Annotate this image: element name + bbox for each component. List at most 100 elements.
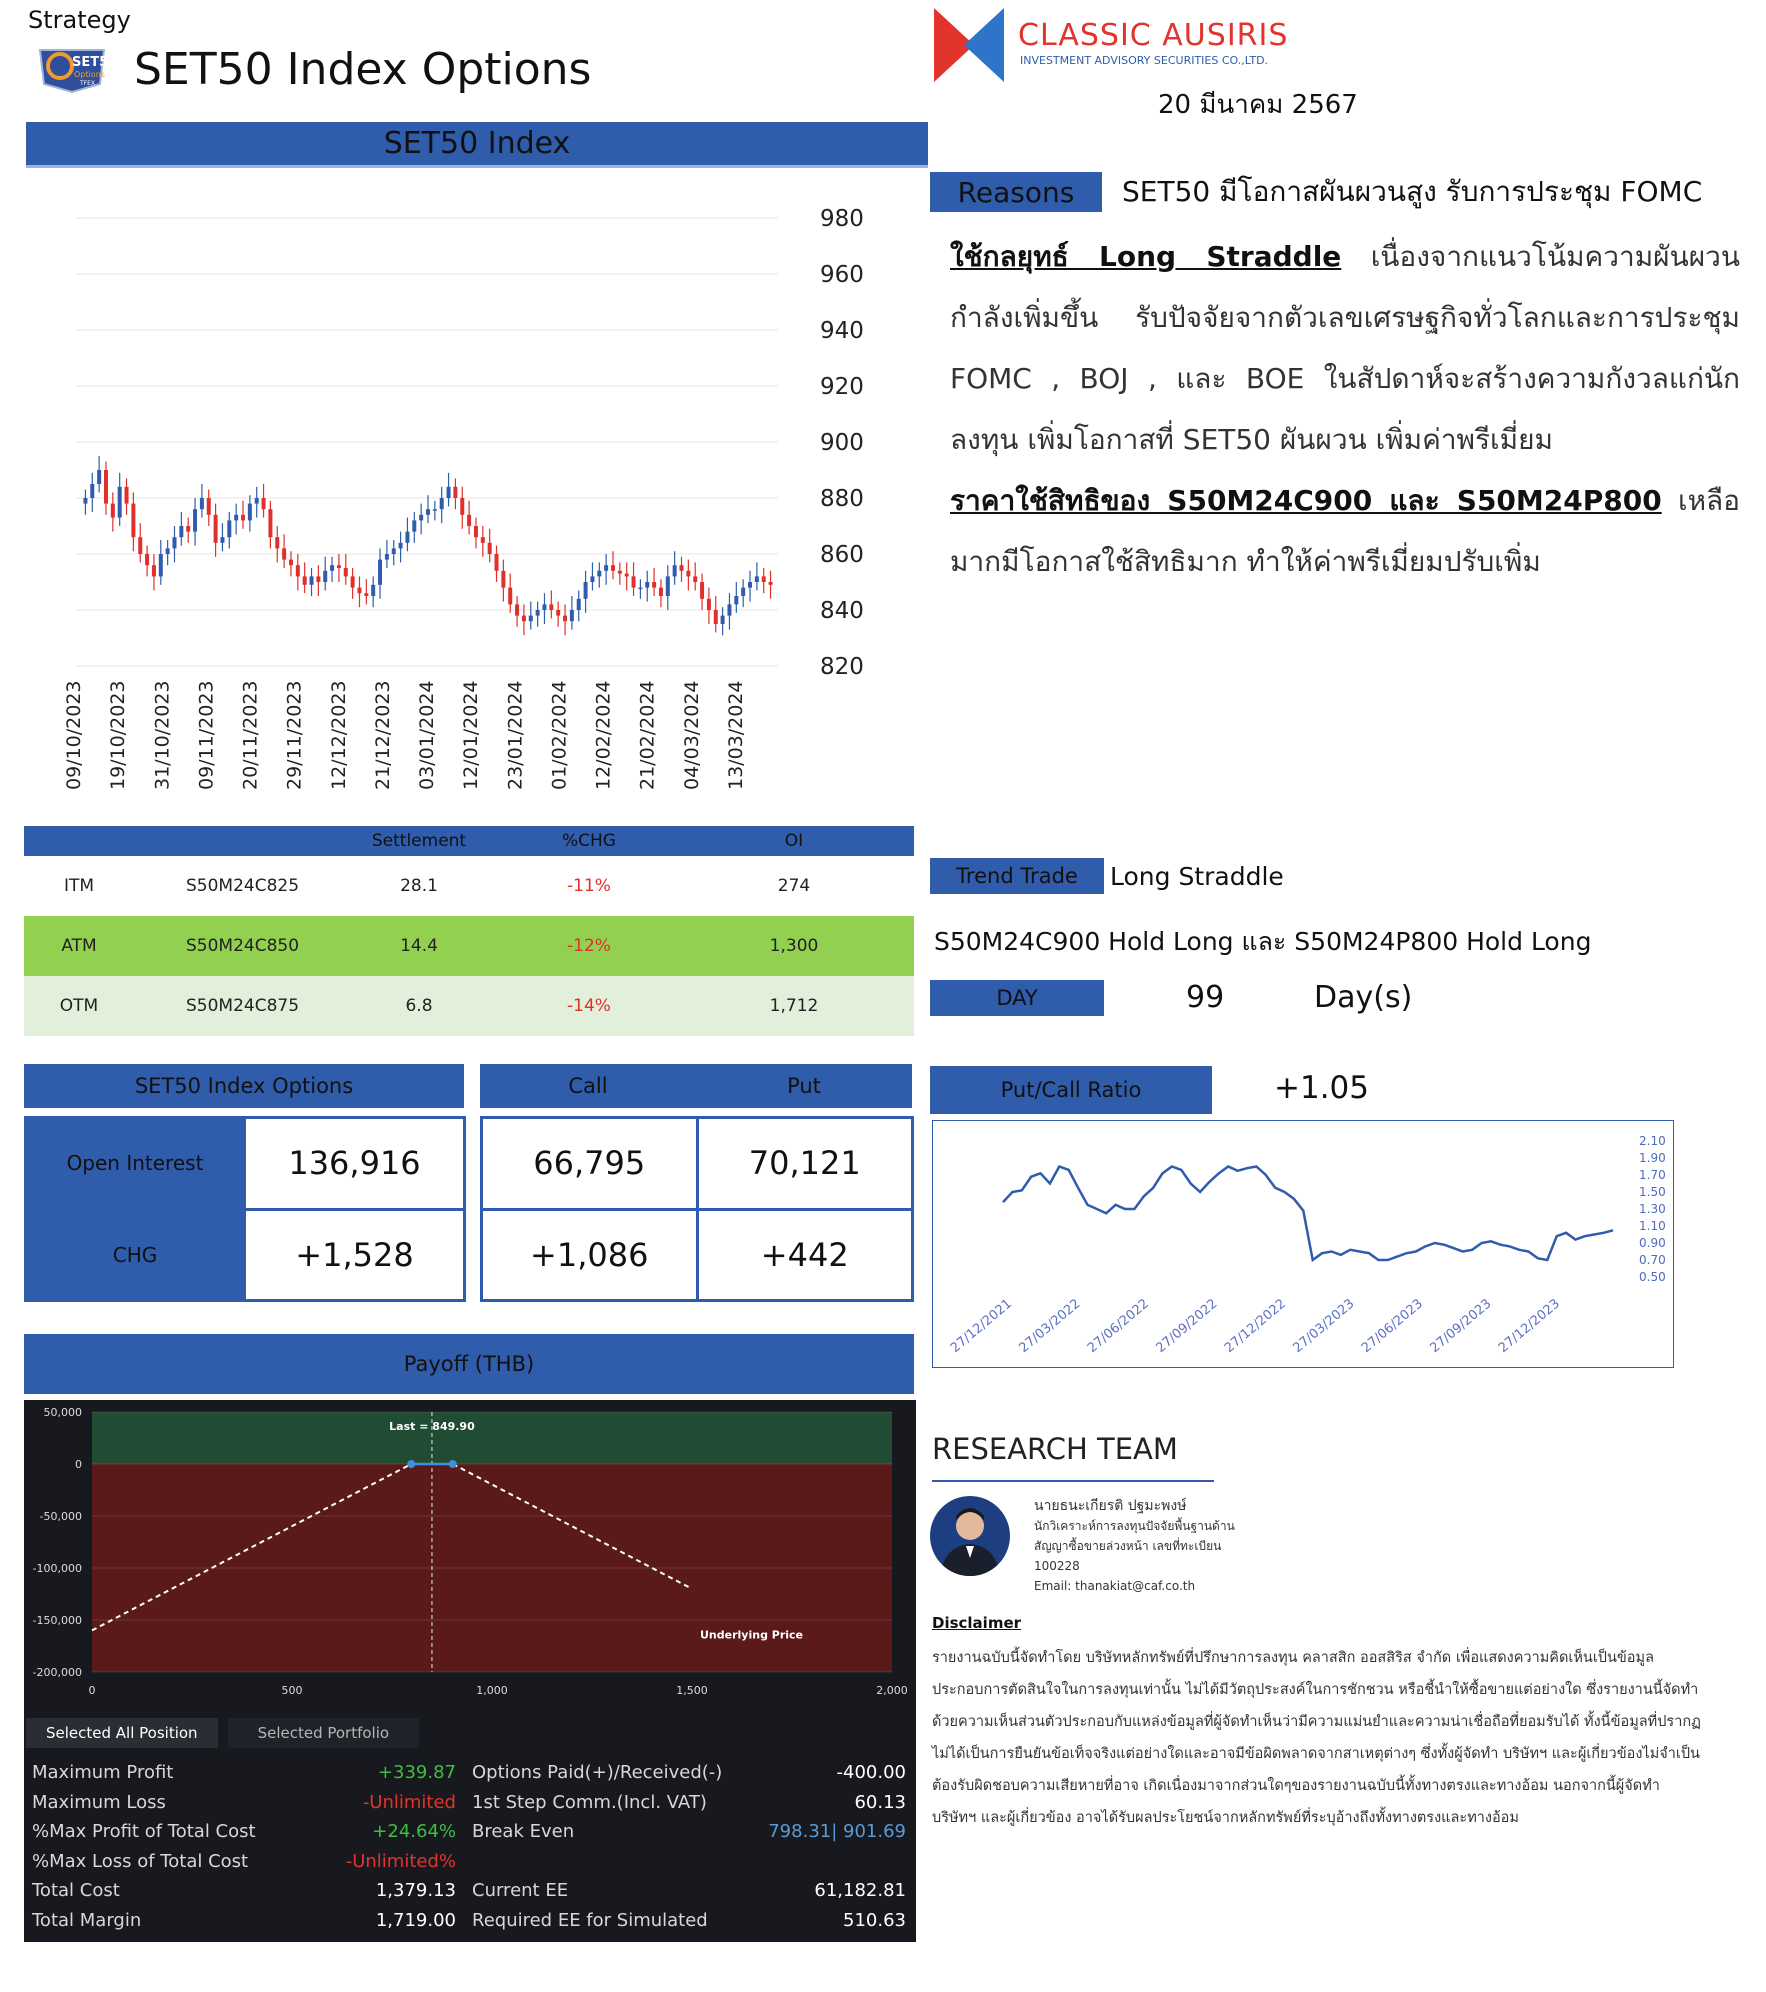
- chg-total: +1,528: [246, 1210, 463, 1299]
- header-oi: OI: [784, 831, 804, 851]
- pcr-y-tick: 0.90: [1639, 1236, 1666, 1250]
- oi-summary-title: SET50 Index Options: [134, 1074, 354, 1098]
- candle-body: [768, 582, 773, 585]
- oi-value: 1,300: [769, 936, 819, 956]
- candle-body: [186, 526, 191, 532]
- candle-body: [460, 498, 465, 515]
- candle-body: [419, 514, 424, 521]
- index-panel-title: SET50 Index: [383, 126, 571, 161]
- payoff-svg: 50,000 0 -50,000 -100,000 -150,000 -200,000 0 5…: [33, 1406, 908, 1697]
- candle-body: [227, 520, 232, 538]
- chg-label: CHG: [27, 1210, 243, 1299]
- x-tick-label: 12/02/2024: [593, 680, 615, 790]
- pcr-x-tick: 27/12/2021: [948, 1296, 1015, 1356]
- pct-chg-value: -12%: [567, 936, 611, 956]
- candle-body: [247, 503, 252, 521]
- candle-body: [617, 570, 622, 574]
- payoff-stat-cell: Break Even 798.31| 901.69: [472, 1817, 910, 1847]
- pcr-chart: 2.10 1.90 1.70 1.50 1.30 1.10 0.90 0.70 0.50 27/1…: [932, 1120, 1674, 1368]
- candle-body: [90, 484, 95, 498]
- candle-body: [610, 565, 615, 571]
- payoff-y-tick: -50,000: [40, 1510, 82, 1523]
- series-code: S50M24C875: [186, 996, 300, 1016]
- x-tick-label: 20/11/2023: [240, 680, 262, 790]
- pcr-label: Put/Call Ratio: [1000, 1078, 1142, 1102]
- candle-body: [734, 596, 739, 605]
- candle-body: [754, 576, 759, 582]
- pcr-series-line: [1002, 1164, 1614, 1263]
- x-tick-label: 21/12/2023: [372, 680, 394, 790]
- report-date: 20 มีนาคม 2567: [1158, 90, 1358, 120]
- payoff-stats: Maximum Profit +339.87 Options Paid(+)/Rec…: [32, 1758, 910, 1935]
- candle-body: [343, 568, 348, 577]
- reason-paragraph-1: ใช้กลยุทธ์ Long Straddle เนื่องจากแนวโน้…: [950, 226, 1740, 470]
- tab-selected-all-position[interactable]: Selected All Position: [26, 1718, 218, 1748]
- candle-body: [521, 615, 526, 622]
- candle-body: [220, 537, 225, 543]
- day-value: 99: [1186, 980, 1225, 1015]
- payoff-stat-label: 1st Step Comm.(Incl. VAT): [472, 1791, 707, 1813]
- payoff-stat-label: Maximum Profit: [32, 1762, 174, 1784]
- payoff-left-leg: [91, 1463, 412, 1632]
- candle-body: [336, 565, 341, 568]
- candle-body: [145, 554, 150, 566]
- candle-body: [665, 576, 670, 596]
- candle-body: [323, 570, 328, 582]
- candle-body: [761, 576, 766, 582]
- trend-tag-label: Trend Trade: [956, 864, 1078, 888]
- candle-body: [384, 554, 389, 560]
- analyst-name: นายธนะเกียรติ ปฐมะพงษ์: [1034, 1498, 1187, 1514]
- loss-zone: [92, 1464, 892, 1672]
- call-chg: +1,086: [483, 1210, 696, 1299]
- strategy-reason: เนื่องจากแนวโน้มความผันผวนกำลังเพิ่มขึ้น…: [950, 240, 1740, 456]
- header-pct-chg: %CHG: [562, 831, 616, 851]
- candle-body: [501, 570, 506, 588]
- y-tick-label: 840: [820, 598, 864, 624]
- svg-text:SET50: SET50: [72, 55, 108, 70]
- settlement-value: 6.8: [405, 996, 433, 1016]
- candle-body: [535, 610, 540, 616]
- disclaimer-text: รายงานฉบับนี้จัดทำโดย บริษัทหลักทรัพย์ที…: [932, 1650, 1701, 1826]
- break-even-point: [448, 1460, 457, 1468]
- x-tick-label: 29/11/2023: [284, 680, 306, 790]
- tab-selected-portfolio[interactable]: Selected Portfolio: [227, 1718, 420, 1748]
- trend-tag: Trend Trade: [930, 858, 1104, 894]
- candle-body: [713, 610, 718, 624]
- candle-body: [371, 584, 376, 596]
- trend-position: S50M24C900 Hold Long และ S50M24P800 Hold…: [934, 927, 1592, 956]
- y-tick-label: 860: [820, 542, 864, 568]
- x-tick-label: 12/01/2024: [460, 680, 482, 790]
- payoff-stat-value: 798.31| 901.69: [768, 1821, 906, 1843]
- series-table: Settlement %CHG OI ITM S50M24C825 28.1 -11%…: [24, 826, 914, 1036]
- candle-body: [151, 565, 156, 577]
- pcr-y-tick: 1.70: [1639, 1168, 1666, 1182]
- candle-body: [97, 470, 102, 484]
- candle-body: [446, 486, 451, 498]
- candle-body: [364, 593, 369, 596]
- candle-body: [103, 470, 108, 504]
- candle-body: [604, 565, 609, 571]
- candle-body: [494, 554, 499, 571]
- candle-body: [158, 554, 163, 577]
- candle-body: [515, 604, 520, 616]
- candle-body: [302, 576, 307, 585]
- day-tag-label: DAY: [996, 986, 1038, 1010]
- strike-lead: ราคาใช้สิทธิของ S50M24C900 และ S50M24P80…: [950, 484, 1662, 517]
- payoff-stat-value: +339.87: [377, 1762, 456, 1784]
- candle-body: [528, 615, 533, 622]
- candle-body: [412, 520, 417, 532]
- payoff-x-tick: 0: [89, 1684, 96, 1697]
- payoff-stat-label: Total Margin: [32, 1909, 142, 1931]
- candle-body: [583, 582, 588, 599]
- put-chg: +442: [698, 1210, 911, 1299]
- payoff-x-tick: 500: [282, 1684, 303, 1697]
- settlement-value: 28.1: [400, 876, 438, 896]
- payoff-stat-cell: [472, 1847, 910, 1877]
- oi-summary-right-block: 66,795 70,121 +1,086 +442: [480, 1116, 914, 1302]
- candle-body: [432, 509, 437, 511]
- candle-body: [693, 576, 698, 582]
- candle-body: [234, 514, 239, 521]
- pcr-svg: 2.10 1.90 1.70 1.50 1.30 1.10 0.90 0.70 0.50 27/1…: [948, 1134, 1666, 1356]
- candle-body: [576, 598, 581, 610]
- set50-options-logo: SET50 Options TFEX: [36, 44, 117, 94]
